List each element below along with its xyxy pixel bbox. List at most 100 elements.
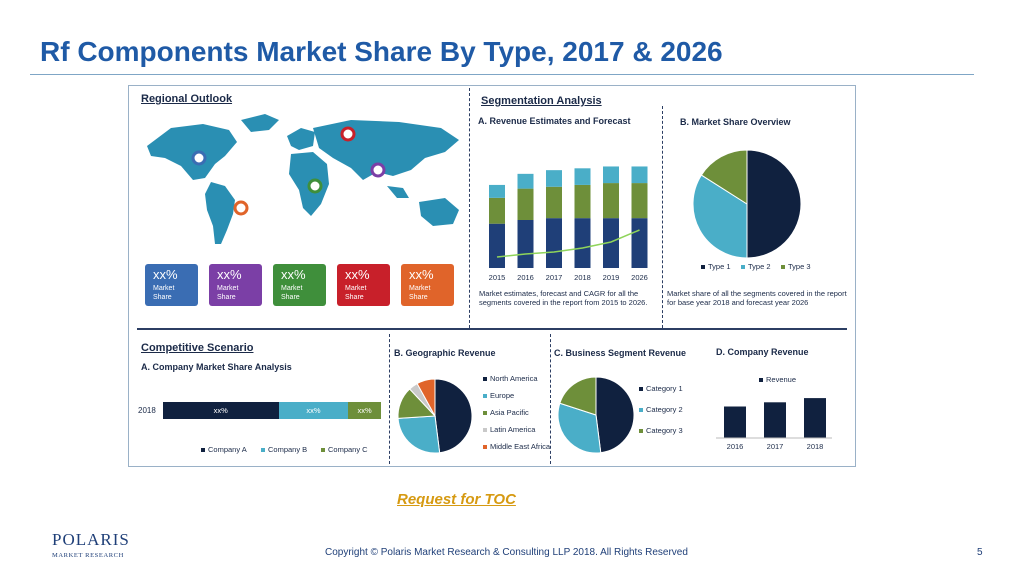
company-revenue-tick-label: 2018 bbox=[807, 442, 824, 451]
company-legend-item-text: Company A bbox=[208, 445, 247, 454]
business-segment-slice bbox=[559, 376, 597, 416]
competitive-year: 2018 bbox=[138, 406, 156, 415]
company-revenue-tick-label: 2016 bbox=[727, 442, 744, 451]
regional-share-pct: xx% bbox=[345, 267, 370, 282]
market-share-slice bbox=[700, 149, 748, 205]
revenue-tick-label: 2016 bbox=[517, 273, 534, 282]
company-legend-item-swatch bbox=[321, 448, 325, 452]
logo-brand-text: POLARIS bbox=[52, 530, 130, 549]
revenue-forecast-chart: 2015 2016 2017 2018 2019 2026 bbox=[489, 166, 648, 282]
geo-legend-item-text: Middle East Africa bbox=[490, 442, 551, 451]
business-segment-slice bbox=[557, 402, 602, 454]
market-share-slice bbox=[746, 149, 802, 259]
geo-legend-item-text: Latin America bbox=[490, 425, 536, 434]
geo-legend-item-swatch bbox=[483, 411, 487, 415]
company-revenue-legend-item-swatch bbox=[759, 378, 763, 382]
geo-legend-item-text: Europe bbox=[490, 391, 515, 400]
revenue-bar-segment bbox=[546, 170, 562, 187]
regional-share-pct: xx% bbox=[281, 267, 306, 282]
geographic-revenue-heading: B. Geographic Revenue bbox=[394, 348, 496, 358]
business-segment-slice bbox=[595, 376, 635, 454]
geo-legend-item-swatch bbox=[483, 377, 487, 381]
regional-share-box: xx% Market Share bbox=[209, 264, 262, 306]
slide-title: Rf Components Market Share By Type, 2017… bbox=[40, 36, 723, 67]
revenue-bar-segment bbox=[631, 183, 648, 219]
competitive-scenario-heading: Competitive Scenario bbox=[141, 342, 254, 354]
company-share-analysis-heading: A. Company Market Share Analysis bbox=[141, 362, 292, 372]
regional-share-label: Market Share bbox=[217, 285, 239, 301]
business-legend-item-swatch bbox=[639, 408, 643, 412]
market-share-legend-item-text: Type 3 bbox=[788, 262, 811, 271]
regional-share-label: Market Share bbox=[281, 285, 303, 301]
company-legend-item-text: Company B bbox=[268, 445, 308, 454]
market-share-legend-item-swatch bbox=[781, 265, 785, 269]
business-legend-item-text: Category 3 bbox=[646, 426, 683, 435]
revenue-bar-segment bbox=[517, 188, 534, 220]
geographic-revenue-pie bbox=[397, 378, 473, 454]
market-share-caption: Market share of all the segments covered… bbox=[667, 289, 847, 307]
market-share-heading: B. Market Share Overview bbox=[680, 117, 791, 127]
geographic-slice bbox=[397, 415, 441, 454]
infographic-panel: Regional Outlook xx% Market Share xx% Marke… bbox=[128, 85, 856, 467]
geo-legend-item-swatch bbox=[483, 445, 487, 449]
revenue-bar-segment bbox=[517, 220, 534, 268]
business-legend-item-swatch bbox=[639, 387, 643, 391]
map-pins bbox=[191, 126, 386, 216]
revenue-tick-label: 2026 bbox=[631, 273, 648, 282]
business-segment-pie bbox=[557, 376, 635, 454]
regional-outlook-heading: Regional Outlook bbox=[141, 93, 233, 105]
company-revenue-bar bbox=[764, 402, 786, 438]
title-divider bbox=[30, 74, 974, 75]
revenue-tick-label: 2017 bbox=[546, 273, 563, 282]
market-share-pie bbox=[692, 149, 802, 259]
geo-legend-item-swatch bbox=[483, 428, 487, 432]
segmentation-heading: Segmentation Analysis bbox=[481, 95, 602, 107]
regional-share-box: xx% Market Share bbox=[273, 264, 326, 306]
revenue-bar-segment bbox=[489, 184, 505, 198]
revenue-bar-segment bbox=[546, 186, 562, 219]
geographic-slice bbox=[434, 378, 473, 454]
revenue-bar-segment bbox=[489, 197, 505, 224]
section-divider bbox=[550, 334, 551, 464]
regional-share-box: xx% Market Share bbox=[337, 264, 390, 306]
revenue-caption: Market estimates, forecast and CAGR for … bbox=[479, 289, 648, 307]
revenue-bar-segment bbox=[603, 183, 619, 219]
company-legend-item-swatch bbox=[261, 448, 265, 452]
market-share-legend-item-text: Type 1 bbox=[708, 262, 731, 271]
revenue-trend-line bbox=[496, 229, 640, 258]
revenue-bar-segment bbox=[517, 173, 534, 189]
company-share-segment: xx% bbox=[278, 402, 349, 419]
revenue-bar-segment bbox=[631, 218, 648, 268]
company-revenue-tick-label: 2017 bbox=[767, 442, 784, 451]
page-number: 5 bbox=[977, 547, 983, 558]
section-divider bbox=[469, 88, 470, 328]
revenue-bar-segment bbox=[574, 218, 591, 268]
revenue-bar-segment bbox=[489, 223, 505, 268]
geographic-slice bbox=[416, 378, 436, 417]
revenue-bar-segment bbox=[574, 168, 591, 185]
company-share-segment: xx% bbox=[163, 402, 279, 419]
regional-share-label: Market Share bbox=[345, 285, 367, 301]
market-share-legend-item-text: Type 2 bbox=[748, 262, 771, 271]
polaris-logo: POLARIS MARKET RESEARCH bbox=[52, 530, 132, 564]
geo-legend-item-text: North America bbox=[490, 374, 538, 383]
section-divider bbox=[662, 106, 663, 328]
revenue-tick-label: 2015 bbox=[489, 273, 506, 282]
regional-share-box: xx% Market Share bbox=[145, 264, 198, 306]
business-legend-item-text: Category 2 bbox=[646, 405, 683, 414]
revenue-tick-label: 2019 bbox=[603, 273, 620, 282]
company-revenue-bar bbox=[724, 406, 746, 438]
company-legend-item-swatch bbox=[201, 448, 205, 452]
revenue-bar-segment bbox=[631, 166, 648, 184]
copyright-text: Copyright © Polaris Market Research & Co… bbox=[325, 547, 688, 558]
regional-share-pct: xx% bbox=[409, 267, 434, 282]
company-revenue-bar bbox=[804, 398, 826, 438]
company-legend-item-text: Company C bbox=[328, 445, 368, 454]
horizontal-divider bbox=[137, 328, 847, 330]
section-divider bbox=[389, 334, 390, 464]
revenue-bar-segment bbox=[603, 166, 619, 184]
request-toc-link[interactable]: Request for TOC bbox=[397, 491, 516, 508]
company-revenue-legend-item-text: Revenue bbox=[766, 375, 797, 384]
world-map bbox=[147, 114, 459, 244]
market-share-legend-item-swatch bbox=[741, 265, 745, 269]
